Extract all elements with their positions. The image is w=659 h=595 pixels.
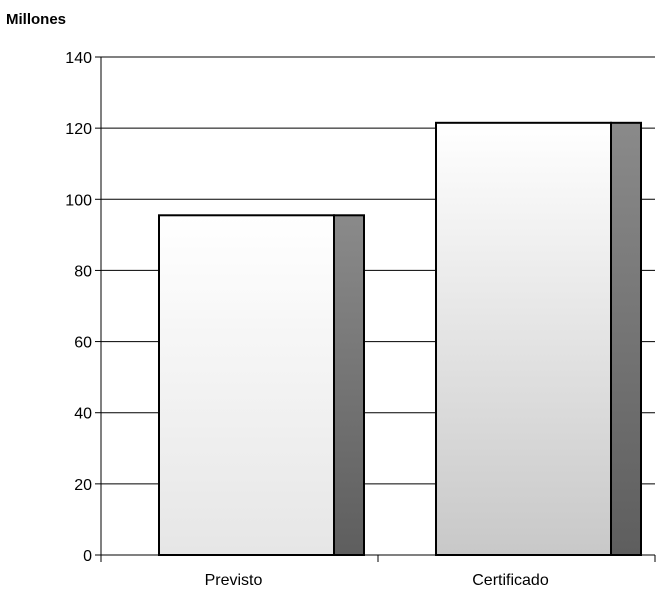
y-tick-label: 140 xyxy=(65,50,92,67)
y-tick-label: 100 xyxy=(65,192,92,209)
x-category-label: Certificado xyxy=(472,572,549,589)
y-tick-label: 120 xyxy=(65,121,92,138)
y-tick-label: 60 xyxy=(74,335,92,352)
unit-label: Millones xyxy=(6,11,66,28)
x-axis: Previsto Certificado xyxy=(100,554,656,589)
y-tick-label: 20 xyxy=(74,477,92,494)
bar-certificado xyxy=(435,121,612,557)
x-category-label: Previsto xyxy=(205,572,263,589)
bar-side-previsto xyxy=(333,214,365,557)
y-tick-label: 0 xyxy=(83,548,92,565)
bars xyxy=(158,121,642,557)
bar-side-certificado xyxy=(610,121,642,557)
y-tick-label: 80 xyxy=(74,263,92,280)
y-axis-ticks: 0 20 40 60 80 100 120 140 xyxy=(65,50,102,565)
y-tick-label: 40 xyxy=(74,406,92,423)
bar-previsto xyxy=(158,214,335,557)
